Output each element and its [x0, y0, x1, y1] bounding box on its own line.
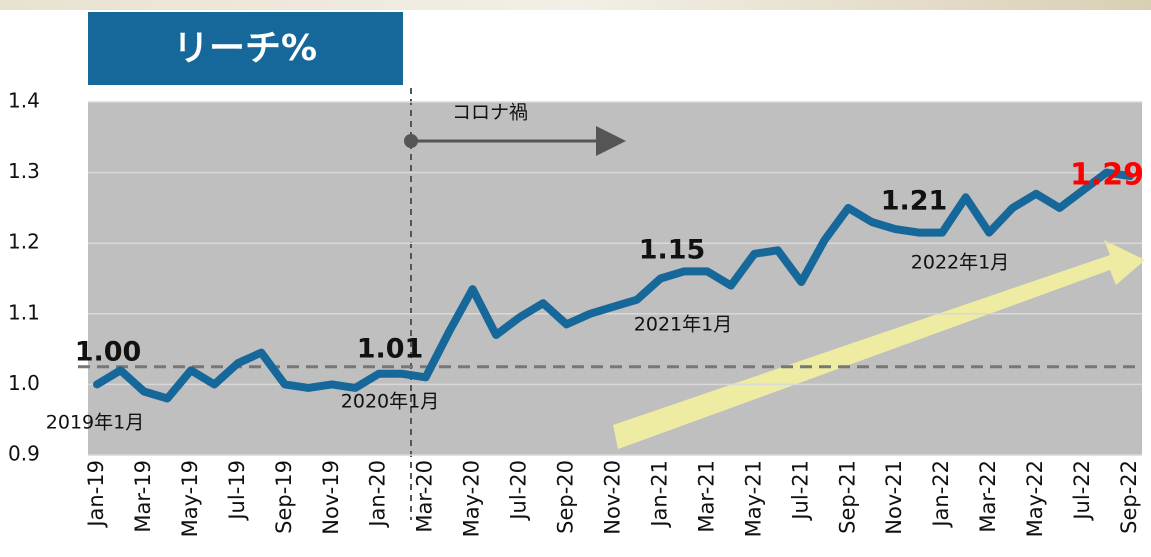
plot-area [88, 102, 1142, 455]
x-tick-label: Mar-22 [976, 460, 1000, 533]
annotation: 1.29 [1070, 158, 1144, 193]
annotation: 1.15 [639, 235, 706, 266]
x-tick-label: Jan-22 [929, 460, 953, 529]
y-tick-label: 1.2 [8, 230, 40, 254]
x-tick-label: Nov-21 [882, 460, 906, 535]
x-tick-label: Jul-20 [507, 460, 531, 522]
x-tick-label: Jan-20 [366, 460, 390, 529]
x-tick-label: Jul-21 [788, 460, 812, 522]
x-tick-label: Mar-21 [694, 460, 718, 533]
x-tick-label: Sep-20 [554, 460, 578, 534]
annotation: 1.00 [75, 337, 142, 368]
x-tick-label: Nov-20 [601, 460, 625, 535]
y-tick-label: 0.9 [8, 442, 40, 466]
chart-title: リーチ% [173, 28, 317, 69]
x-tick-label: Jan-21 [647, 460, 671, 529]
y-tick-label: 1.0 [8, 371, 40, 395]
y-tick-label: 1.1 [8, 300, 40, 324]
x-tick-label: Jul-22 [1070, 460, 1094, 522]
x-tick-label: Nov-19 [319, 460, 343, 535]
annotation: 2020年1月 [341, 391, 439, 413]
y-tick-label: 1.4 [8, 89, 40, 113]
x-tick-label: Sep-22 [1117, 460, 1141, 534]
x-tick-label: May-19 [178, 460, 202, 537]
y-tick-label: 1.3 [8, 159, 40, 183]
x-tick-label: Mar-19 [131, 460, 155, 533]
x-tick-label: Mar-20 [413, 460, 437, 533]
x-tick-label: Sep-19 [272, 460, 296, 534]
x-tick-label: Jan-19 [84, 460, 108, 529]
x-tick-label: Sep-21 [835, 460, 859, 534]
top-strip [0, 0, 1151, 10]
x-tick-label: May-21 [741, 460, 765, 537]
annotation: 1.01 [357, 334, 424, 365]
annotation: コロナ禍 [452, 102, 528, 124]
chart: リーチ% 0.9 1.0 1.1 1.2 1.3 1.4 Jan-19 Mar-19 May-1… [0, 0, 1151, 557]
annotation: 2019年1月 [46, 412, 144, 434]
annotation: 2021年1月 [634, 314, 732, 336]
annotation: 2022年1月 [911, 252, 1009, 274]
x-tick-label: Jul-19 [225, 460, 249, 522]
x-tick-label: May-20 [460, 460, 484, 537]
annotation: 1.21 [881, 186, 948, 217]
x-tick-label: May-22 [1023, 460, 1047, 537]
